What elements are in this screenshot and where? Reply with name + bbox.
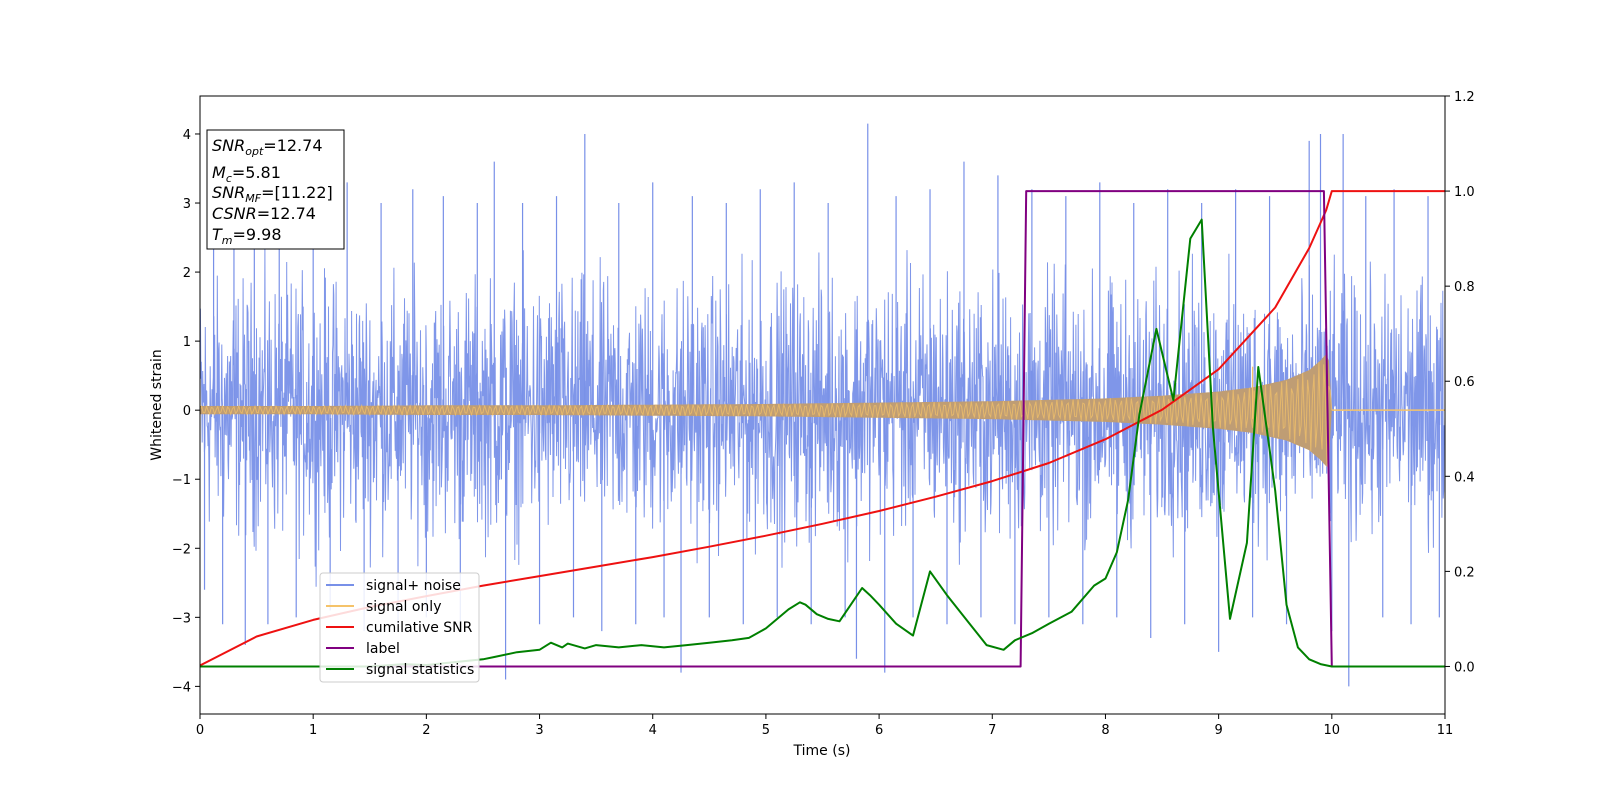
legend-label-cumulative-snr: cumilative SNR: [366, 620, 473, 636]
y2-tick-label: 0.2: [1454, 565, 1475, 580]
x-tick-label: 1: [309, 723, 317, 738]
x-tick-label: 6: [875, 723, 883, 738]
x-axis-title: Time (s): [793, 743, 851, 759]
x-tick-label: 3: [535, 723, 543, 738]
y2-tick-label: 1.2: [1454, 90, 1475, 105]
plot-frame: [199, 95, 1446, 715]
signal-only-series: [200, 354, 1445, 467]
info-box: SNRopt=12.74 Mc=5.81 SNRMF=[11.22] CSNR=…: [206, 129, 345, 250]
x-tick-label: 5: [762, 723, 770, 738]
info-mc: Mc=5.81: [212, 163, 281, 185]
info-csnr: CSNR=12.74: [212, 204, 316, 223]
y-tick-label: 1: [183, 335, 191, 350]
signal-statistics-series: [200, 218, 1445, 668]
info-tm: Tm=9.98: [212, 225, 282, 247]
info-box-frame: [206, 129, 345, 250]
signal-only-band: [200, 354, 1332, 467]
x-axis-ticks: 0 1 2 3 4 5 6 7 8 9 10 11: [196, 714, 1453, 738]
legend: signal+ noise signal only cumilative SNR…: [319, 572, 480, 683]
y2-tick-label: 0.6: [1454, 375, 1475, 390]
y-tick-label: 2: [183, 266, 191, 281]
label-series: [200, 190, 1333, 668]
x-tick-label: 4: [649, 723, 657, 738]
y-axis-ticks: −4 −3 −2 −1 0 1 2 3 4: [172, 128, 200, 695]
y2-axis-ticks: 0.0 0.2 0.4 0.6 0.8 1.0 1.2: [1445, 90, 1475, 675]
x-tick-label: 10: [1324, 723, 1341, 738]
label-line: [200, 190, 1333, 668]
x-tick-label: 7: [988, 723, 996, 738]
y-tick-label: −4: [172, 680, 191, 695]
y-axis-title: Whitened strain: [149, 349, 165, 460]
y-tick-label: 3: [183, 197, 191, 212]
x-tick-label: 9: [1214, 723, 1222, 738]
signal-noise-trace: [200, 245, 1445, 587]
y2-tick-label: 1.0: [1454, 185, 1475, 200]
legend-label-signal-only: signal only: [366, 599, 441, 615]
y2-tick-label: 0.0: [1454, 660, 1475, 675]
y-tick-label: 4: [183, 128, 191, 143]
y-tick-label: −3: [172, 611, 191, 626]
legend-label-label: label: [366, 641, 400, 657]
legend-label-signal-noise: signal+ noise: [366, 578, 461, 594]
x-tick-label: 2: [422, 723, 430, 738]
signal-statistics-line: [200, 218, 1445, 668]
y2-tick-label: 0.4: [1454, 470, 1475, 485]
legend-label-signal-statistics: signal statistics: [366, 662, 474, 678]
x-tick-label: 11: [1437, 723, 1454, 738]
info-snr-opt: SNRopt=12.74: [212, 136, 323, 158]
y-tick-label: −1: [172, 473, 191, 488]
legend-frame: [319, 572, 480, 683]
y-tick-label: 0: [183, 404, 191, 419]
x-tick-label: 0: [196, 723, 204, 738]
x-tick-label: 8: [1101, 723, 1109, 738]
y2-tick-label: 0.8: [1454, 280, 1475, 295]
signal-only-trace: [200, 361, 1333, 467]
y-tick-label: −2: [172, 542, 191, 557]
info-snr-mf: SNRMF=[11.22]: [212, 183, 333, 205]
